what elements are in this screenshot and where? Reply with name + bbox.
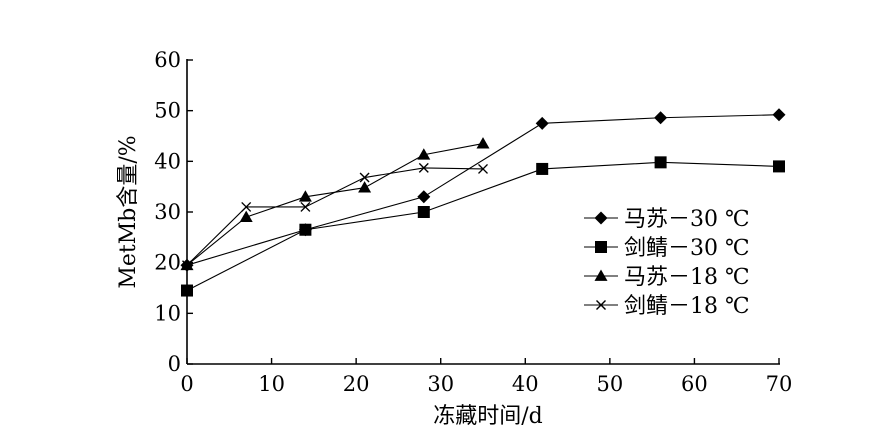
diamond-marker bbox=[417, 190, 431, 204]
x-marker bbox=[596, 300, 606, 310]
y-axis-title: MetMb含量/% bbox=[116, 135, 141, 288]
x-tick-label: 0 bbox=[180, 372, 193, 396]
legend-item-4: 剑鲭－18 ℃ bbox=[584, 294, 750, 319]
y-tick-label: 50 bbox=[154, 99, 181, 123]
square-marker bbox=[595, 241, 607, 253]
y-tick-label: 40 bbox=[154, 149, 181, 173]
diamond-marker bbox=[772, 108, 786, 122]
legend-label: 剑鲭－30 ℃ bbox=[624, 236, 750, 261]
legend-label: 剑鲭－18 ℃ bbox=[624, 294, 750, 319]
square-marker bbox=[536, 162, 549, 175]
diamond-marker bbox=[654, 111, 668, 125]
x-marker bbox=[241, 201, 252, 212]
triangle-marker bbox=[298, 190, 312, 202]
x-marker bbox=[300, 201, 311, 212]
x-marker bbox=[478, 163, 488, 174]
square-marker bbox=[417, 206, 430, 218]
diamond-marker bbox=[535, 116, 549, 130]
x-marker bbox=[418, 162, 429, 173]
axes: 0 10 20 30 40 50 60 70 0 10 20 30 40 50 60 bbox=[154, 48, 792, 396]
legend-item-2: 剑鲭－30 ℃ bbox=[584, 236, 750, 261]
triangle-marker bbox=[358, 181, 372, 193]
x-tick-label: 50 bbox=[596, 372, 623, 396]
square-marker bbox=[773, 160, 785, 173]
series-line bbox=[186, 161, 780, 292]
legend-item-1: 马苏－30 ℃ bbox=[584, 207, 750, 232]
x-tick-label: 20 bbox=[343, 372, 370, 396]
square-marker bbox=[654, 156, 667, 169]
y-tick-label: 0 bbox=[168, 352, 181, 376]
x-tick-label: 30 bbox=[427, 372, 454, 396]
y-tick-label: 10 bbox=[154, 301, 181, 325]
series-3 bbox=[180, 137, 490, 271]
y-tick-label: 60 bbox=[154, 48, 181, 72]
triangle-marker bbox=[594, 269, 608, 281]
legend-label: 马苏－30 ℃ bbox=[624, 207, 750, 232]
series-line bbox=[186, 114, 780, 266]
x-tick-label: 70 bbox=[766, 372, 793, 396]
square-marker bbox=[181, 284, 193, 297]
triangle-marker bbox=[239, 210, 253, 222]
x-marker bbox=[182, 260, 192, 271]
legend: 马苏－30 ℃ 剑鲭－30 ℃ 马苏－18 ℃ 剑鲭－18 ℃ bbox=[584, 207, 750, 319]
y-tick-label: 20 bbox=[154, 251, 181, 275]
x-marker bbox=[359, 172, 370, 183]
series-line bbox=[186, 167, 484, 266]
diamond-marker bbox=[594, 211, 608, 225]
series-2 bbox=[181, 156, 785, 297]
triangle-marker bbox=[417, 148, 431, 160]
y-tick-label: 30 bbox=[154, 200, 181, 224]
series-layer bbox=[180, 108, 786, 297]
triangle-marker bbox=[476, 137, 490, 149]
square-marker bbox=[299, 223, 312, 236]
x-tick-label: 10 bbox=[258, 372, 285, 396]
x-axis-title: 冻藏时间/d bbox=[433, 404, 543, 429]
series-line bbox=[186, 143, 484, 266]
series-4 bbox=[182, 162, 488, 271]
legend-item-3: 马苏－18 ℃ bbox=[584, 265, 750, 290]
x-tick-label: 60 bbox=[681, 372, 708, 396]
x-tick-label: 40 bbox=[512, 372, 539, 396]
legend-label: 马苏－18 ℃ bbox=[624, 265, 750, 290]
